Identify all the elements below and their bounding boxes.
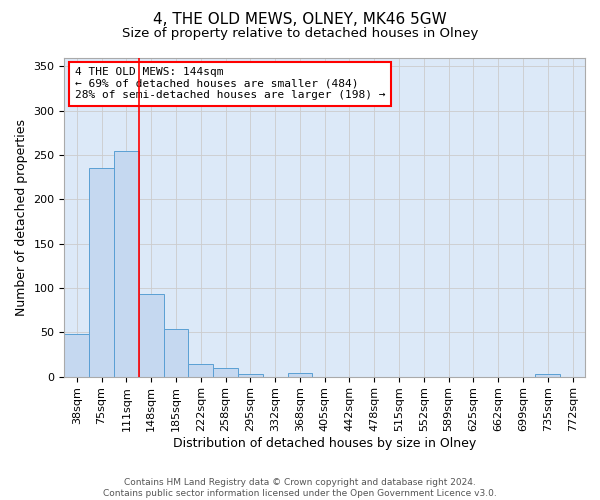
Bar (213, 368, 238, 376)
Text: 4 THE OLD MEWS: 144sqm
← 69% of detached houses are smaller (484)
28% of semi-de: 4 THE OLD MEWS: 144sqm ← 69% of detached… (75, 67, 385, 100)
Bar (114, 150, 139, 376)
X-axis label: Distribution of detached houses by size in Olney: Distribution of detached houses by size … (173, 437, 476, 450)
Bar (139, 294, 164, 376)
Text: Contains HM Land Registry data © Crown copyright and database right 2024.
Contai: Contains HM Land Registry data © Crown c… (103, 478, 497, 498)
Y-axis label: Number of detached properties: Number of detached properties (15, 118, 28, 316)
Bar (287, 373, 313, 376)
Bar (64, 334, 89, 376)
Text: 4, THE OLD MEWS, OLNEY, MK46 5GW: 4, THE OLD MEWS, OLNEY, MK46 5GW (153, 12, 447, 28)
Bar (188, 364, 213, 376)
Bar (89, 168, 114, 376)
Bar (164, 328, 188, 376)
Bar (238, 374, 263, 376)
Bar (535, 374, 560, 376)
Text: Size of property relative to detached houses in Olney: Size of property relative to detached ho… (122, 28, 478, 40)
